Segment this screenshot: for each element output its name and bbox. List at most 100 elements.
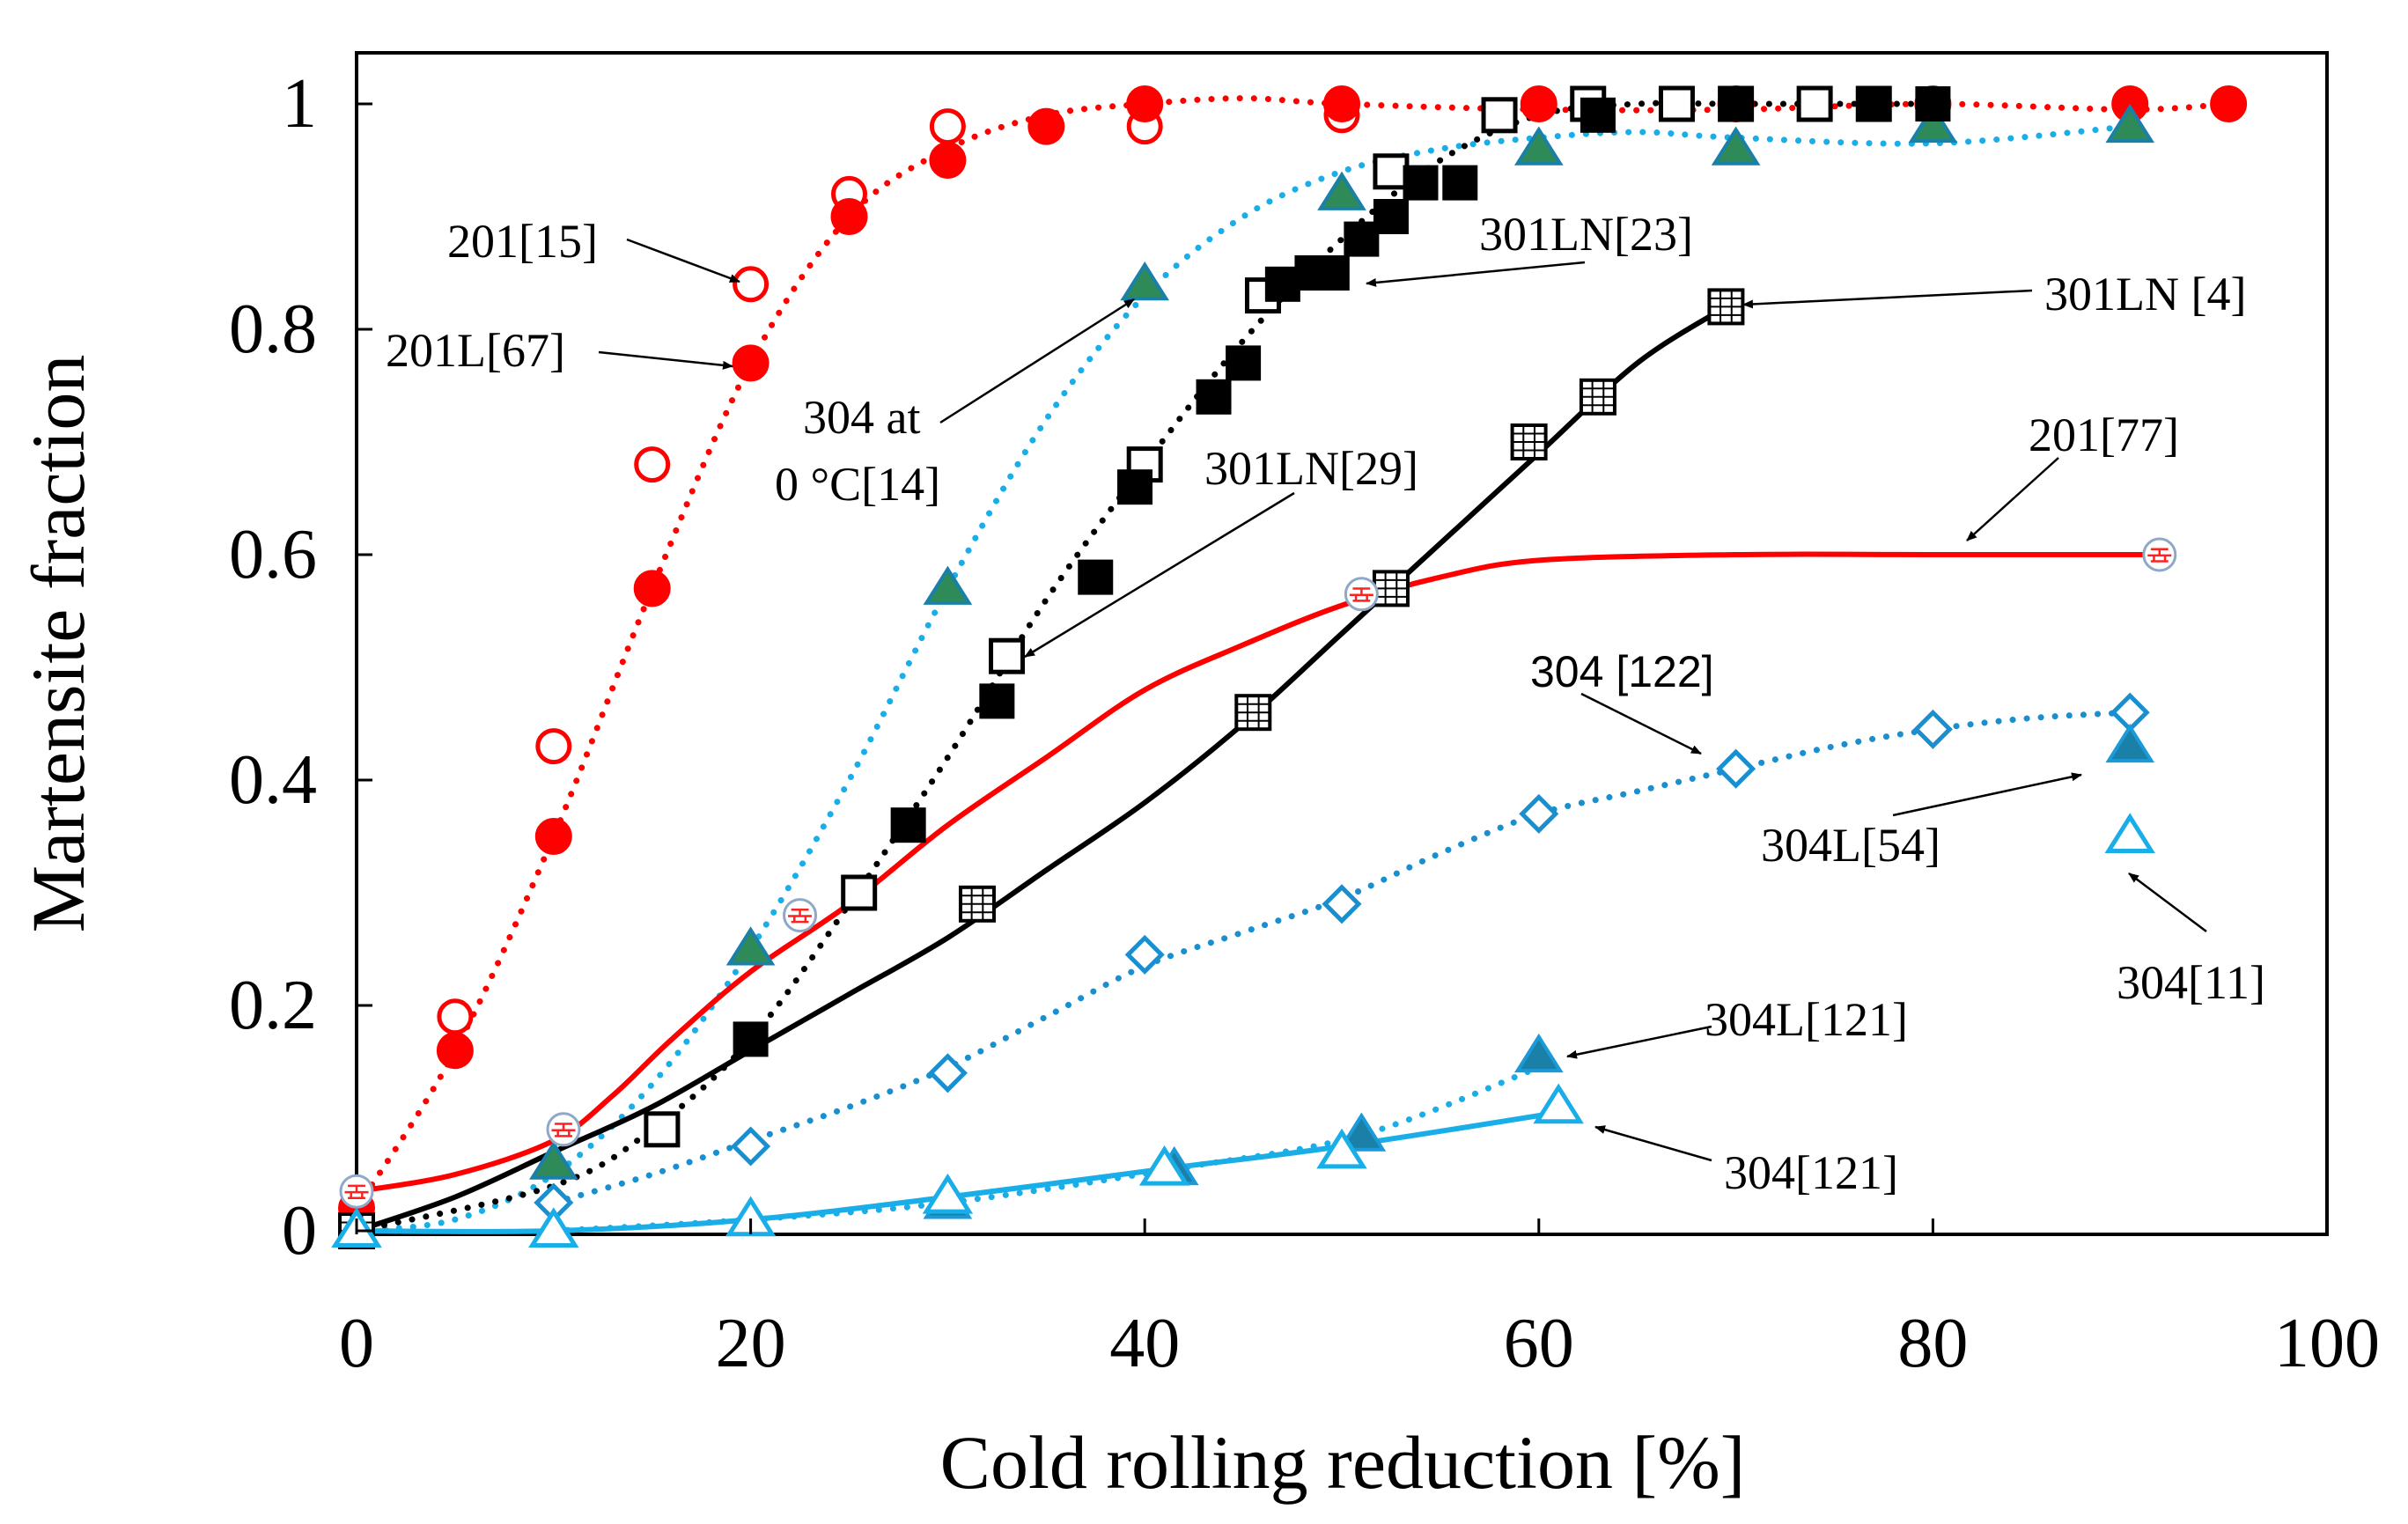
series-7-point-2 bbox=[927, 1053, 968, 1093]
series-1-point-3 bbox=[633, 570, 671, 607]
series-2-point-4 bbox=[1120, 261, 1170, 301]
series-1-point-9 bbox=[1323, 85, 1360, 122]
series-1-point-8 bbox=[1126, 85, 1164, 122]
arrow-201-15 bbox=[626, 238, 740, 283]
series-9-point-1 bbox=[528, 1207, 579, 1248]
series-7-point-5 bbox=[1519, 793, 1559, 834]
arrow-201L-67 bbox=[598, 350, 733, 370]
y-tick-label-0: 0 bbox=[282, 1192, 317, 1270]
y-tick-label-4: 0.8 bbox=[229, 291, 317, 368]
annotation-304L-54: 304L[54] bbox=[1761, 819, 1940, 872]
series-1-fit-line bbox=[353, 95, 2232, 1211]
annotation-301LN-4: 301LN [4] bbox=[2044, 268, 2246, 320]
series-3-point-6 bbox=[1481, 97, 1518, 134]
annotations: 201[15] 201L[67] 304 at 0 °C[14] 301LN[2… bbox=[386, 208, 2265, 1199]
y-tick-label-2: 0.4 bbox=[229, 741, 317, 819]
x-tick-label-0: 0 bbox=[339, 1305, 374, 1382]
series-1-point-7 bbox=[1027, 107, 1065, 145]
series-4-point-6 bbox=[1196, 379, 1232, 415]
axis-ticks: 0 20 40 60 80 100 0 0.2 0.4 0.6 0.8 1 bbox=[229, 65, 2380, 1382]
series-8-fit-line bbox=[550, 1064, 1543, 1234]
series-9-point-6 bbox=[1533, 1083, 1584, 1124]
data-markers bbox=[331, 85, 2248, 1249]
series-5-point-2 bbox=[1234, 694, 1272, 732]
arrow-301LN-29 bbox=[1024, 491, 1295, 659]
series-4-point-10 bbox=[1314, 255, 1350, 291]
series-0-point-3 bbox=[733, 266, 770, 303]
series-4-point-4 bbox=[1078, 559, 1114, 595]
annotation-304-at: 304 at bbox=[803, 391, 920, 444]
series-7-point-1 bbox=[731, 1126, 771, 1167]
arrow-304-121 bbox=[1594, 1125, 1712, 1162]
series-7-point-7 bbox=[1912, 709, 1953, 749]
annotation-201-15: 201[15] bbox=[447, 215, 598, 268]
series-6-point-0 bbox=[339, 1174, 374, 1209]
series-5-point-1 bbox=[958, 885, 996, 923]
x-tick-label-100: 100 bbox=[2274, 1305, 2380, 1382]
series-9-point-5 bbox=[1316, 1128, 1367, 1169]
series-4-point-17 bbox=[1856, 86, 1892, 121]
annotation-0C-14: 0 °C[14] bbox=[775, 458, 940, 511]
arrow-301LN-4 bbox=[1742, 289, 2033, 309]
arrow-301LN-23 bbox=[1366, 261, 1586, 287]
series-0-point-5 bbox=[929, 108, 966, 145]
plot-area-frame bbox=[355, 51, 2329, 1236]
series-9-point-4 bbox=[1138, 1145, 1190, 1186]
series-2-point-8 bbox=[1908, 103, 1958, 144]
series-9-point-3 bbox=[922, 1173, 974, 1214]
x-tick-label-40: 40 bbox=[1109, 1305, 1180, 1382]
series-4-point-7 bbox=[1226, 345, 1262, 381]
arrow-201-77 bbox=[1966, 457, 2059, 541]
series-6-point-1 bbox=[546, 1112, 581, 1147]
series-3-point-10 bbox=[1796, 85, 1833, 122]
series-1-point-2 bbox=[534, 818, 572, 855]
series-4-point-15 bbox=[1580, 97, 1616, 133]
series-2-point-7 bbox=[1711, 126, 1761, 166]
series-7-point-4 bbox=[1322, 884, 1362, 924]
series-2-point-6 bbox=[1513, 126, 1564, 166]
series-2-point-1 bbox=[528, 1140, 578, 1180]
series-6-point-4 bbox=[2142, 537, 2177, 572]
x-tick-label-20: 20 bbox=[716, 1305, 786, 1382]
y-tick-label-3: 0.6 bbox=[229, 516, 317, 593]
series-1-point-10 bbox=[1520, 85, 1557, 122]
annotation-304-11: 304[11] bbox=[2117, 956, 2265, 1009]
annotation-304L-121: 304L[121] bbox=[1705, 993, 1908, 1046]
series-0-point-2 bbox=[634, 446, 671, 483]
series-2-fit-line bbox=[353, 123, 2133, 1234]
arrow-304-122 bbox=[1580, 692, 1702, 755]
series-1-point-1 bbox=[436, 1032, 474, 1070]
series-2-point-3 bbox=[923, 565, 973, 605]
series-10-point-0 bbox=[2105, 723, 2155, 763]
y-axis-title: Martensite fraction bbox=[16, 355, 100, 933]
series-2-point-2 bbox=[725, 926, 776, 966]
series-8-point-4 bbox=[1337, 1112, 1387, 1152]
series-0-point-1 bbox=[535, 728, 572, 765]
series-4-point-12 bbox=[1373, 199, 1409, 234]
series-4-point-18 bbox=[1915, 86, 1951, 121]
series-3-point-1 bbox=[841, 874, 878, 911]
series-3-point-0 bbox=[644, 1111, 681, 1148]
series-4-point-8 bbox=[1264, 266, 1300, 302]
series-4-point-2 bbox=[890, 807, 926, 843]
x-tick-label-60: 60 bbox=[1504, 1305, 1574, 1382]
series-6-point-3 bbox=[1344, 577, 1379, 612]
series-4-point-5 bbox=[1117, 469, 1153, 505]
series-1-point-5 bbox=[830, 198, 868, 235]
x-tick-label-80: 80 bbox=[1897, 1305, 1968, 1382]
series-1-point-14 bbox=[2210, 85, 2248, 122]
series-3-point-5 bbox=[1373, 153, 1410, 190]
annotation-201L-67: 201L[67] bbox=[386, 324, 565, 377]
series-3-point-8 bbox=[1658, 85, 1695, 122]
x-axis-title: Cold rolling reduction [%] bbox=[940, 1420, 1746, 1505]
annotation-301LN-23: 301LN[23] bbox=[1479, 208, 1693, 261]
series-0-point-0 bbox=[437, 998, 474, 1035]
series-5-point-4 bbox=[1510, 423, 1548, 460]
annotation-201-77: 201[77] bbox=[2029, 409, 2179, 461]
series-2-point-5 bbox=[1317, 171, 1366, 210]
series-4-point-3 bbox=[979, 683, 1015, 719]
y-tick-label-5: 1 bbox=[282, 65, 317, 143]
series-7-fit-line bbox=[550, 709, 2133, 1206]
annotation-304-121: 304[121] bbox=[1724, 1146, 1898, 1199]
series-6-fit-line bbox=[354, 551, 2162, 1195]
